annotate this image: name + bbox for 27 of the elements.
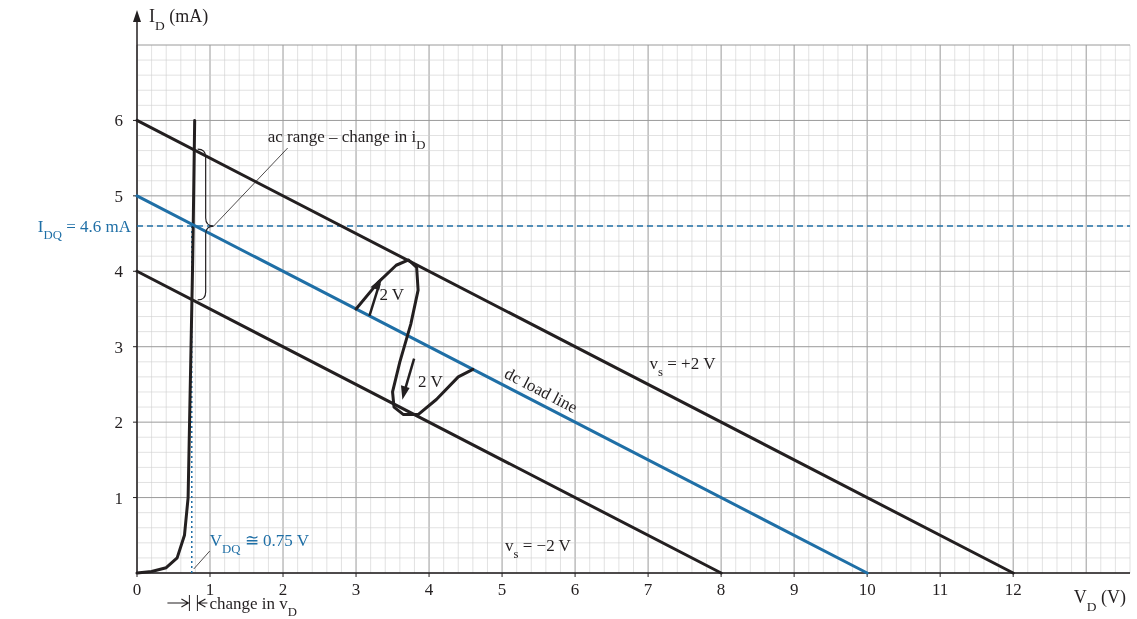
y-tick-label: 5 [114,186,123,206]
x-tick-label: 11 [931,580,949,599]
x-tick-label: 7 [643,580,653,599]
annotation: 2 V [418,371,444,391]
x-tick-label: 5 [497,580,507,599]
x-tick-label: 4 [424,580,434,599]
y-tick-label: 6 [114,111,123,131]
y-tick-label: 2 [114,413,123,433]
x-tick-label: 12 [1004,580,1022,599]
ref-line-label: V$_{DQ}$ ≅ 0.75 V [209,531,310,556]
x-tick-label: 10 [858,580,876,599]
x-tick-label: 8 [716,580,726,599]
y-tick-label: 4 [114,262,124,282]
y-tick-label: 3 [114,337,123,357]
x-axis-title: V$_{D}$ (V) [1073,587,1126,614]
y-tick-label: 1 [114,488,123,508]
x-tick-label: 6 [570,580,580,599]
x-tick-label: 3 [351,580,361,599]
annotation: 2 V [379,284,405,304]
annotation: ac range – change in i$_{D}$ [267,127,426,153]
text: v$_{s}$ = −2 V [504,536,572,562]
text: dc load line [501,363,581,418]
ref-line-label: I$_{DQ}$ = 4.6 mA [37,217,132,243]
x-tick-label: 0 [132,580,142,599]
y-axis-title: I$_{D}$ (mA) [149,6,209,33]
x-tick-label: 9 [789,580,799,599]
series-label: v$_{s}$ = +2 V [649,354,717,380]
